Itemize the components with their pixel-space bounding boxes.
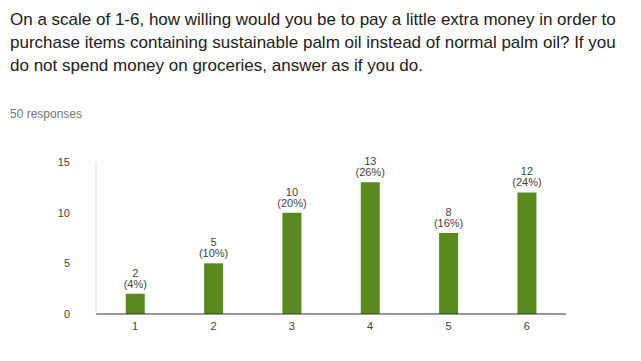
svg-text:1: 1 [132, 320, 138, 332]
svg-text:3: 3 [289, 320, 295, 332]
svg-text:13(26%): 13(26%) [356, 155, 385, 178]
svg-text:2: 2 [210, 320, 216, 332]
svg-text:8(16%): 8(16%) [434, 206, 463, 229]
svg-text:5: 5 [64, 257, 70, 269]
html-text:On a scale of 1-6, how willing: On a scale of 1-6, how willing would you… [10, 10, 616, 75]
svg-text:0: 0 [64, 308, 70, 320]
svg-text:10(20%): 10(20%) [277, 186, 306, 209]
svg-text:6: 6 [524, 320, 530, 332]
svg-text:15: 15 [58, 156, 70, 168]
svg-text:12(24%): 12(24%) [512, 165, 541, 188]
svg-text:5: 5 [445, 320, 451, 332]
svg-text:2(4%): 2(4%) [124, 267, 147, 290]
svg-text:10: 10 [58, 207, 70, 219]
html-text:50 responses: 50 responses [10, 107, 82, 121]
svg-text:5(10%): 5(10%) [199, 236, 228, 259]
svg-text:4: 4 [367, 320, 373, 332]
